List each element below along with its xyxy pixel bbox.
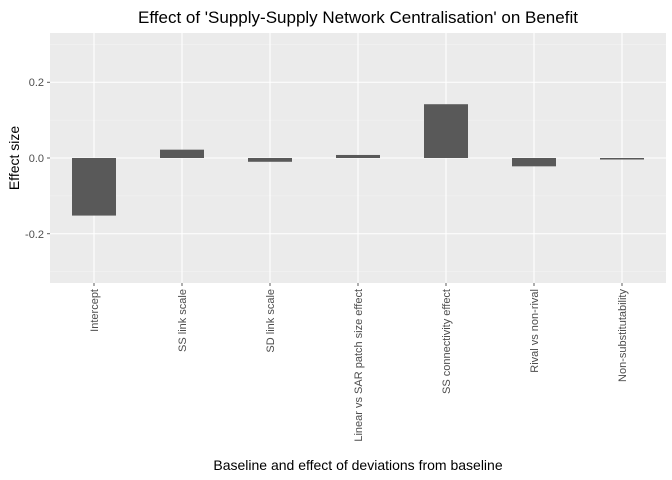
y-axis: -0.2 0.0 0.2 (25, 77, 50, 241)
y-tick-label: -0.2 (25, 229, 44, 241)
bar (600, 158, 644, 160)
x-tick-label: Linear vs SAR patch size effect (353, 289, 365, 442)
x-tick-label: SS link scale (177, 289, 189, 352)
x-tick-label: SD link scale (265, 289, 277, 353)
x-tick-label: SS connectivity effect (441, 289, 453, 394)
chart-title: Effect of 'Supply-Supply Network Central… (138, 8, 578, 27)
bar (424, 104, 468, 158)
bar (160, 149, 204, 158)
bars (72, 104, 644, 216)
bar (248, 158, 292, 162)
x-tick-label: Rival vs non-rival (529, 289, 541, 373)
y-axis-title: Effect size (6, 126, 22, 191)
x-tick-label: Non-substitutability (617, 289, 629, 382)
bar (72, 158, 116, 216)
x-axis-title: Baseline and effect of deviations from b… (213, 457, 502, 473)
y-tick-label: 0.2 (29, 77, 44, 89)
bar (336, 154, 380, 158)
x-tick-label: Intercept (89, 289, 101, 332)
x-axis: Intercept SS link scale SD link scale Linea… (89, 283, 629, 442)
bar (512, 158, 556, 167)
y-tick-label: 0.0 (29, 153, 44, 165)
